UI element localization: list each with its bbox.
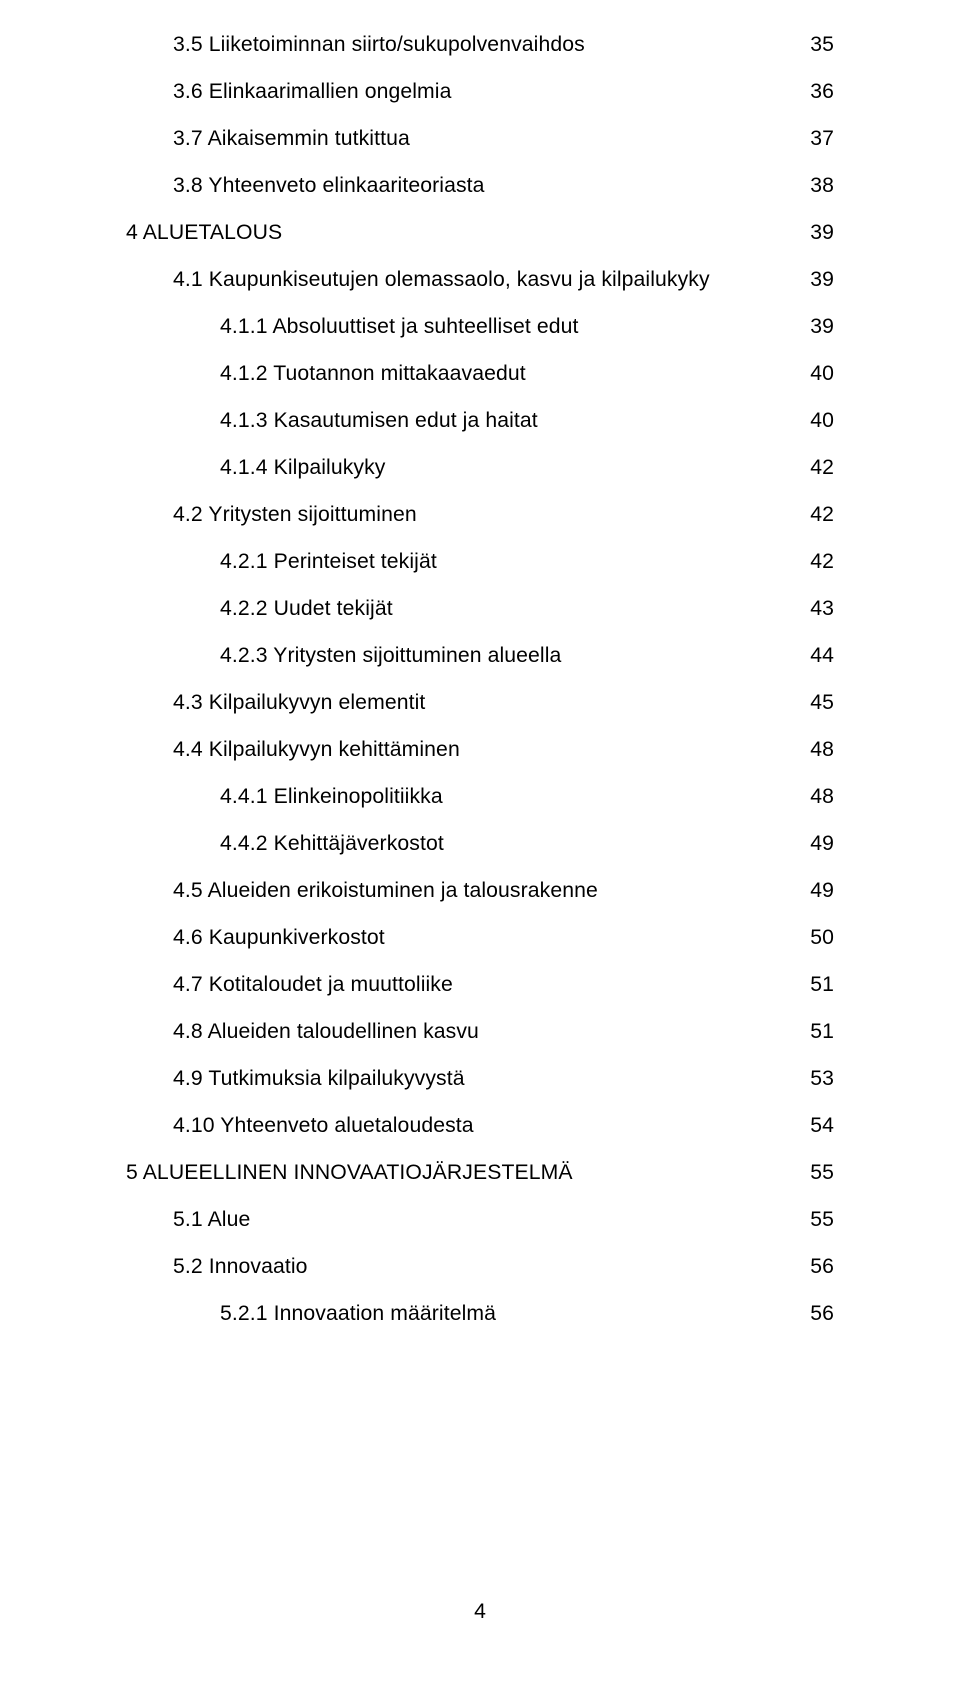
- toc-page-number: 51: [798, 1021, 834, 1042]
- toc-row: 4.4.1 Elinkeinopolitiikka48: [126, 786, 834, 807]
- toc-label: 5.2.1 Innovaation määritelmä: [220, 1303, 798, 1324]
- toc-label: 4.5 Alueiden erikoistuminen ja talousrak…: [173, 880, 798, 901]
- toc-page-number: 39: [798, 269, 834, 290]
- toc-page-number: 43: [798, 598, 834, 619]
- toc-row: 3.5 Liiketoiminnan siirto/sukupolvenvaih…: [126, 34, 834, 55]
- toc-label: 4.2.1 Perinteiset tekijät: [220, 551, 798, 572]
- toc-page-number: 42: [798, 551, 834, 572]
- toc-row: 5 ALUEELLINEN INNOVAATIOJÄRJESTELMÄ55: [126, 1162, 834, 1183]
- toc-row: 3.7 Aikaisemmin tutkittua37: [126, 128, 834, 149]
- toc-label: 4.6 Kaupunkiverkostot: [173, 927, 798, 948]
- toc-page-number: 56: [798, 1256, 834, 1277]
- toc-label: 4.2 Yritysten sijoittuminen: [173, 504, 798, 525]
- toc-row: 4.2.2 Uudet tekijät43: [126, 598, 834, 619]
- toc-label: 5.1 Alue: [173, 1209, 798, 1230]
- toc-page-number: 50: [798, 927, 834, 948]
- toc-row: 4.4 Kilpailukyvyn kehittäminen48: [126, 739, 834, 760]
- toc-page-number: 48: [798, 739, 834, 760]
- toc-page-number: 56: [798, 1303, 834, 1324]
- toc-label: 4.1.4 Kilpailukyky: [220, 457, 798, 478]
- toc-row: 3.8 Yhteenveto elinkaariteoriasta38: [126, 175, 834, 196]
- toc-page-number: 40: [798, 410, 834, 431]
- toc-label: 4.3 Kilpailukyvyn elementit: [173, 692, 798, 713]
- toc-page-number: 49: [798, 833, 834, 854]
- toc-label: 4.1.3 Kasautumisen edut ja haitat: [220, 410, 798, 431]
- page-content: 3.5 Liiketoiminnan siirto/sukupolvenvaih…: [0, 0, 960, 1324]
- toc-row: 4.3 Kilpailukyvyn elementit45: [126, 692, 834, 713]
- toc-row: 4.7 Kotitaloudet ja muuttoliike51: [126, 974, 834, 995]
- toc-label: 4.4.1 Elinkeinopolitiikka: [220, 786, 798, 807]
- toc-row: 4 ALUETALOUS39: [126, 222, 834, 243]
- toc-page-number: 45: [798, 692, 834, 713]
- toc-label: 4.1 Kaupunkiseutujen olemassaolo, kasvu …: [173, 269, 798, 290]
- toc-label: 4.8 Alueiden taloudellinen kasvu: [173, 1021, 798, 1042]
- toc-row: 5.2 Innovaatio56: [126, 1256, 834, 1277]
- toc-row: 4.2.1 Perinteiset tekijät42: [126, 551, 834, 572]
- toc-label: 3.5 Liiketoiminnan siirto/sukupolvenvaih…: [173, 34, 798, 55]
- toc-label: 4.4.2 Kehittäjäverkostot: [220, 833, 798, 854]
- toc-row: 4.4.2 Kehittäjäverkostot49: [126, 833, 834, 854]
- toc-row: 4.2 Yritysten sijoittuminen42: [126, 504, 834, 525]
- toc-page-number: 55: [798, 1209, 834, 1230]
- toc-page-number: 42: [798, 504, 834, 525]
- toc-page-number: 40: [798, 363, 834, 384]
- toc-label: 4 ALUETALOUS: [126, 222, 798, 243]
- toc-label: 5.2 Innovaatio: [173, 1256, 798, 1277]
- toc-label: 3.8 Yhteenveto elinkaariteoriasta: [173, 175, 798, 196]
- toc-row: 4.1.4 Kilpailukyky42: [126, 457, 834, 478]
- toc-label: 4.10 Yhteenveto aluetaloudesta: [173, 1115, 798, 1136]
- toc-label: 3.6 Elinkaarimallien ongelmia: [173, 81, 798, 102]
- toc-label: 4.1.1 Absoluuttiset ja suhteelliset edut: [220, 316, 798, 337]
- toc-row: 4.1.2 Tuotannon mittakaavaedut40: [126, 363, 834, 384]
- toc-row: 5.1 Alue55: [126, 1209, 834, 1230]
- toc-label: 4.2.2 Uudet tekijät: [220, 598, 798, 619]
- toc-label: 4.2.3 Yritysten sijoittuminen alueella: [220, 645, 798, 666]
- toc-page-number: 39: [798, 222, 834, 243]
- toc-label: 3.7 Aikaisemmin tutkittua: [173, 128, 798, 149]
- toc-row: 4.1 Kaupunkiseutujen olemassaolo, kasvu …: [126, 269, 834, 290]
- toc-page-number: 35: [798, 34, 834, 55]
- toc-page-number: 49: [798, 880, 834, 901]
- toc-page-number: 44: [798, 645, 834, 666]
- toc-label: 4.9 Tutkimuksia kilpailukyvystä: [173, 1068, 798, 1089]
- toc-label: 4.4 Kilpailukyvyn kehittäminen: [173, 739, 798, 760]
- toc-row: 4.1.1 Absoluuttiset ja suhteelliset edut…: [126, 316, 834, 337]
- toc-row: 4.1.3 Kasautumisen edut ja haitat40: [126, 410, 834, 431]
- toc-row: 4.9 Tutkimuksia kilpailukyvystä53: [126, 1068, 834, 1089]
- toc-row: 4.8 Alueiden taloudellinen kasvu51: [126, 1021, 834, 1042]
- toc-page-number: 42: [798, 457, 834, 478]
- toc-label: 4.1.2 Tuotannon mittakaavaedut: [220, 363, 798, 384]
- toc-row: 3.6 Elinkaarimallien ongelmia36: [126, 81, 834, 102]
- toc-label: 5 ALUEELLINEN INNOVAATIOJÄRJESTELMÄ: [126, 1162, 798, 1183]
- toc-page-number: 55: [798, 1162, 834, 1183]
- toc-row: 5.2.1 Innovaation määritelmä56: [126, 1303, 834, 1324]
- toc-row: 4.2.3 Yritysten sijoittuminen alueella44: [126, 645, 834, 666]
- page-number-footer: 4: [0, 1600, 960, 1624]
- toc-label: 4.7 Kotitaloudet ja muuttoliike: [173, 974, 798, 995]
- toc-page-number: 39: [798, 316, 834, 337]
- toc-page-number: 51: [798, 974, 834, 995]
- toc-row: 4.6 Kaupunkiverkostot50: [126, 927, 834, 948]
- toc-row: 4.5 Alueiden erikoistuminen ja talousrak…: [126, 880, 834, 901]
- toc-page-number: 37: [798, 128, 834, 149]
- toc-page-number: 53: [798, 1068, 834, 1089]
- toc-row: 4.10 Yhteenveto aluetaloudesta54: [126, 1115, 834, 1136]
- toc-page-number: 54: [798, 1115, 834, 1136]
- toc-page-number: 48: [798, 786, 834, 807]
- toc-page-number: 36: [798, 81, 834, 102]
- toc-page-number: 38: [798, 175, 834, 196]
